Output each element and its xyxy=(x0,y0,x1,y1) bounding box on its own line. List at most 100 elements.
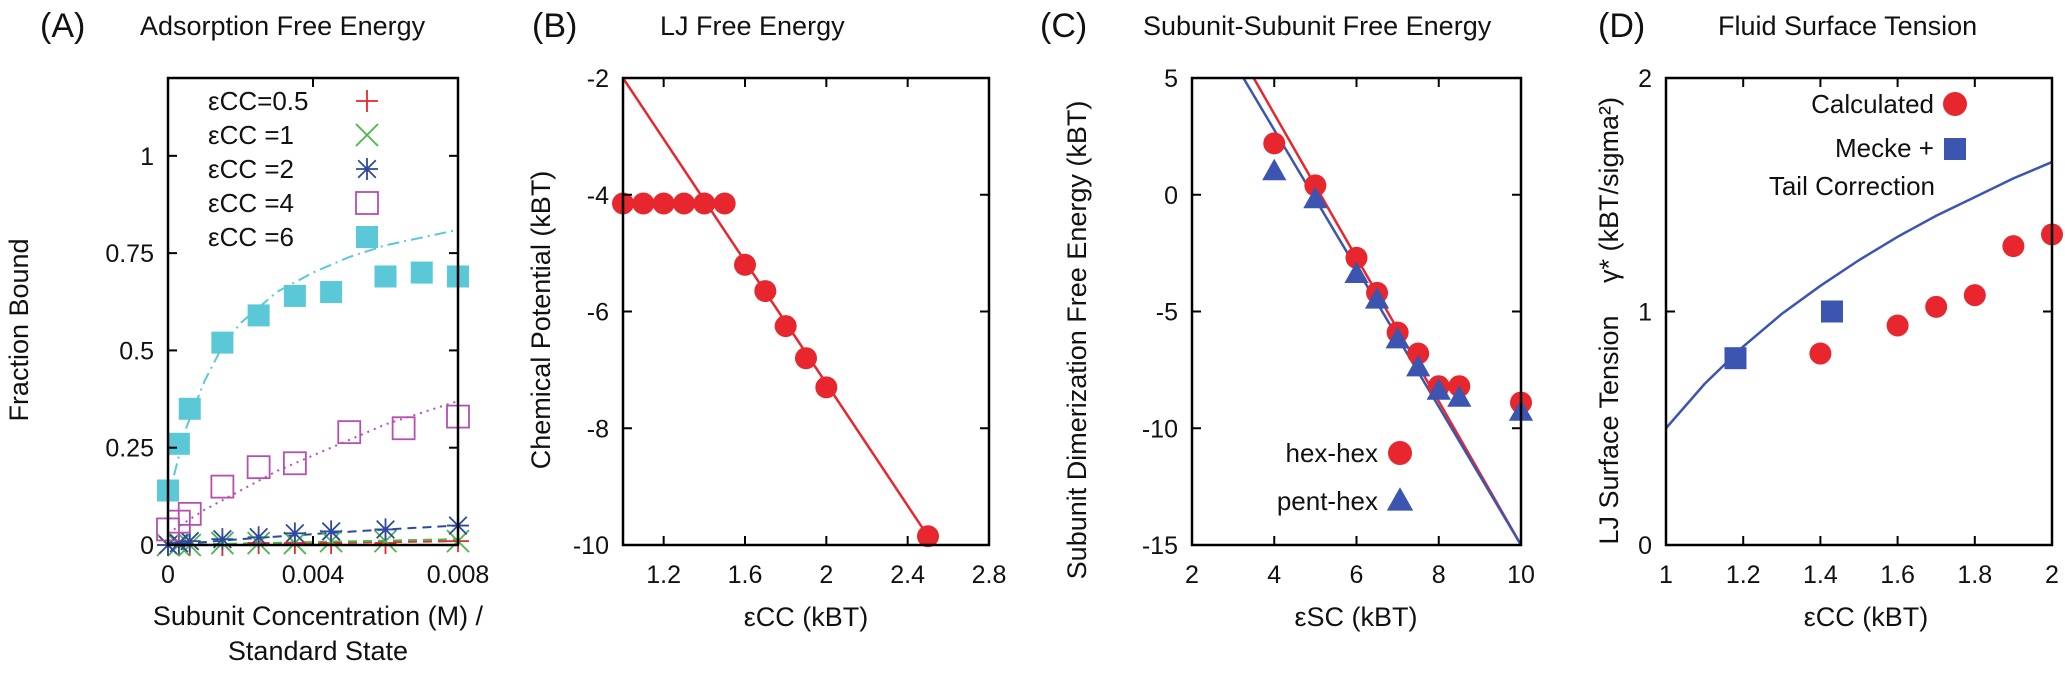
panel-d-label: (D) xyxy=(1598,7,1645,45)
legend-marker xyxy=(356,158,378,180)
x-tick-label: 1 xyxy=(1659,561,1673,589)
panel-a-xlabel: Subunit Concentration (M) / xyxy=(153,601,484,631)
legend-marker xyxy=(1943,92,1967,116)
data-point xyxy=(211,331,234,354)
data-point xyxy=(373,529,398,553)
x-tick-label: 1.6 xyxy=(1880,561,1915,589)
x-tick-label: 0 xyxy=(161,561,175,589)
legend-label: εCC =2 xyxy=(208,154,294,184)
legend-marker xyxy=(1386,487,1414,511)
x-tick-label: 2 xyxy=(2045,561,2059,589)
y-tick-label: 0 xyxy=(140,532,154,560)
legend-marker xyxy=(355,123,379,147)
data-point xyxy=(1344,261,1369,283)
panel-a-ylabel: Fraction Bound xyxy=(4,238,34,421)
data-point xyxy=(917,525,939,548)
panel-d-xlabel: εCC (kBT) xyxy=(1804,602,1929,632)
x-tick-label: 1.2 xyxy=(646,561,681,589)
data-point xyxy=(320,520,343,543)
data-point xyxy=(167,532,190,555)
data-point xyxy=(1407,342,1430,365)
data-point xyxy=(1304,174,1327,197)
data-point xyxy=(1809,342,1832,365)
data-point xyxy=(1447,385,1472,407)
x-tick-label: 1.6 xyxy=(728,561,763,589)
y-tick-label: 1 xyxy=(1638,299,1652,327)
fit-line xyxy=(1665,160,2053,430)
y-tick-label: -10 xyxy=(1142,415,1178,443)
data-point xyxy=(652,192,675,215)
x-tick-label: 2.4 xyxy=(890,561,925,589)
data-point xyxy=(282,451,307,476)
panel-b-label: (B) xyxy=(532,7,577,45)
panel-c-ylabel: Subunit Dimerization Free Energy (kBT) xyxy=(1062,101,1092,580)
panel-d-ylabel: LJ Surface Tension xyxy=(1594,315,1624,544)
y-tick-label: 0.75 xyxy=(105,240,154,268)
legend-marker xyxy=(356,90,378,112)
panel-d: (D) Fluid Surface Tension 1 1.2 1.4 1.6 1.8 2… xyxy=(1594,7,2063,632)
data-point xyxy=(1886,314,1909,337)
panel-d-title: Fluid Surface Tension xyxy=(1718,11,1977,41)
data-point xyxy=(167,432,190,455)
data-point xyxy=(1963,284,1986,307)
x-tick-label: 2 xyxy=(819,561,833,589)
legend-marker xyxy=(1944,138,1966,160)
data-point xyxy=(211,528,234,551)
fit-line xyxy=(1242,77,1523,546)
y-tick-label: 1 xyxy=(140,143,154,171)
data-point xyxy=(283,284,306,307)
data-point xyxy=(795,347,817,370)
y-tick-label: 5 xyxy=(1164,65,1178,93)
x-tick-label: 1.2 xyxy=(1726,561,1761,589)
y-tick-label: -8 xyxy=(587,415,609,443)
legend-marker xyxy=(356,226,378,248)
y-tick-label: -4 xyxy=(587,182,609,210)
data-point xyxy=(320,281,343,304)
panel-a-xlabel-line2: Standard State xyxy=(228,636,408,666)
data-point xyxy=(754,280,777,303)
panel-a: (A) Adsorption Free Energy 0 0.004 0.008 0 0… xyxy=(4,7,489,666)
panel-b: (B) LJ Free Energy 1.2 1.6 2 2.4 2.8 -10 -8 -6 -… xyxy=(526,7,1006,632)
fit-line-3 xyxy=(167,400,459,535)
data-point xyxy=(178,397,201,420)
data-point xyxy=(713,192,736,215)
panel-c-legend: hex-hex pent-hex xyxy=(1277,438,1414,516)
data-point xyxy=(391,416,416,441)
y-tick-label: 2 xyxy=(1638,65,1652,93)
y-tick-label: -15 xyxy=(1142,532,1178,560)
fit-line-2 xyxy=(167,524,459,546)
x-tick-label: 10 xyxy=(1507,561,1535,589)
legend-label: εCC =6 xyxy=(208,222,294,252)
data-point xyxy=(673,192,695,215)
panel-c-xlabel: εSC (kBT) xyxy=(1294,602,1417,632)
x-tick-label: 8 xyxy=(1432,561,1446,589)
data-point xyxy=(815,376,838,399)
data-point xyxy=(410,261,433,284)
data-point xyxy=(374,518,397,541)
legend-label: εCC =4 xyxy=(208,188,294,218)
data-point xyxy=(210,474,235,499)
data-point xyxy=(1263,132,1286,155)
panel-b-ylabel: Chemical Potential (kBT) xyxy=(526,171,556,470)
x-tick-label: 1.8 xyxy=(1957,561,1992,589)
data-point xyxy=(1406,354,1431,377)
panel-b-frame xyxy=(621,76,991,547)
data-point xyxy=(1925,295,1948,318)
fit-line-4 xyxy=(167,228,459,499)
panel-b-title: LJ Free Energy xyxy=(660,11,845,41)
y-tick-label: -6 xyxy=(587,299,609,327)
data-point xyxy=(337,420,362,445)
fit-line xyxy=(621,77,930,537)
y-tick-label: 0.25 xyxy=(105,435,154,463)
data-point xyxy=(1426,378,1451,400)
data-point xyxy=(632,192,655,215)
data-point xyxy=(177,501,202,526)
data-point xyxy=(374,265,397,288)
panel-a-title: Adsorption Free Energy xyxy=(140,11,426,41)
legend-marker xyxy=(355,191,379,215)
y-tick-label: 0 xyxy=(1638,532,1652,560)
data-point xyxy=(1303,186,1328,209)
x-tick-label: 0.004 xyxy=(282,561,345,589)
data-point xyxy=(1385,326,1410,349)
